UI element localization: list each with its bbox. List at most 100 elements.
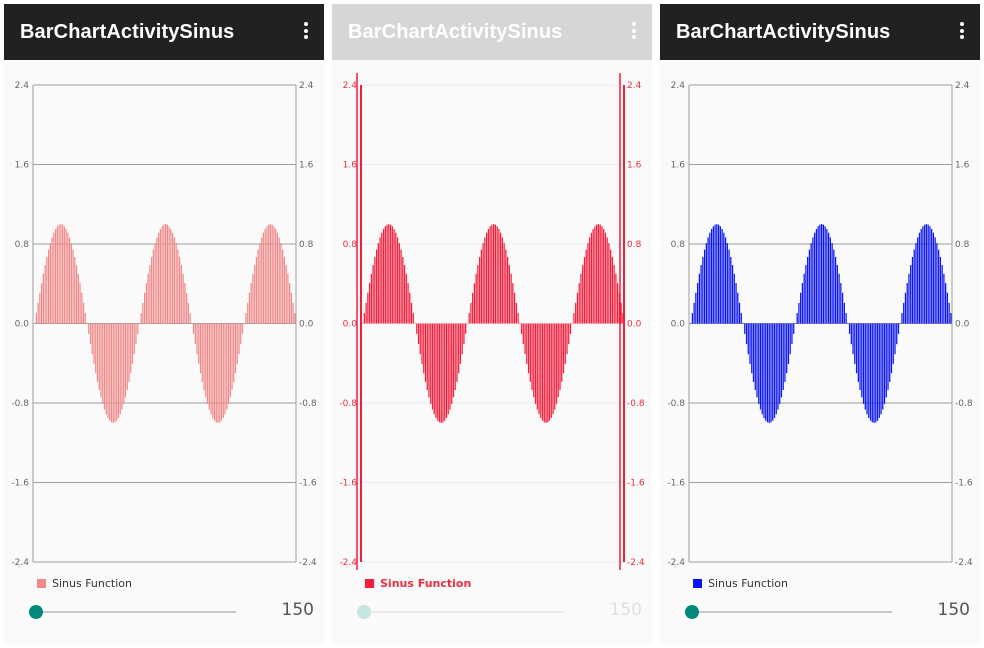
bar[interactable] <box>459 323 462 364</box>
bar[interactable] <box>918 232 921 324</box>
bar[interactable] <box>294 313 296 324</box>
bar[interactable] <box>273 226 275 324</box>
bar[interactable] <box>389 224 392 324</box>
bar[interactable] <box>248 292 251 324</box>
bar[interactable] <box>93 323 95 364</box>
bar[interactable] <box>943 273 945 324</box>
slider-track[interactable] <box>364 611 564 613</box>
bar[interactable] <box>116 323 118 421</box>
bar[interactable] <box>766 323 769 423</box>
bar[interactable] <box>950 313 952 324</box>
bar[interactable] <box>889 323 891 382</box>
bar[interactable] <box>70 243 72 324</box>
bar[interactable] <box>690 323 692 325</box>
bar[interactable] <box>431 323 434 410</box>
bar[interactable] <box>182 273 184 324</box>
bar[interactable] <box>247 302 249 324</box>
bar-count-slider[interactable] <box>682 602 892 622</box>
bar[interactable] <box>149 265 151 324</box>
bar[interactable] <box>158 232 160 324</box>
bar[interactable] <box>219 323 221 423</box>
bar[interactable] <box>794 323 797 325</box>
bar[interactable] <box>922 226 924 324</box>
bar[interactable] <box>580 273 582 324</box>
bar[interactable] <box>128 323 130 382</box>
bar[interactable] <box>513 292 516 324</box>
bar[interactable] <box>857 323 859 382</box>
bar[interactable] <box>754 323 756 390</box>
bar[interactable] <box>787 323 790 364</box>
bar[interactable] <box>375 249 378 324</box>
bar[interactable] <box>456 323 458 382</box>
bar[interactable] <box>238 323 240 355</box>
bar[interactable] <box>119 323 121 415</box>
bar[interactable] <box>403 265 406 324</box>
bar[interactable] <box>575 302 577 324</box>
bar[interactable] <box>850 323 852 345</box>
bar[interactable] <box>445 323 448 419</box>
bar[interactable] <box>603 228 605 324</box>
bar[interactable] <box>135 323 137 345</box>
bar-chart[interactable]: 2.4 2.4 1.6 1.6 0.8 0.8 0.0 0.0 -0.8 -0.8 -1.6 -1.6… <box>4 60 324 580</box>
bar[interactable] <box>426 323 428 390</box>
bar[interactable] <box>257 249 259 324</box>
bar[interactable] <box>398 243 400 324</box>
bar[interactable] <box>768 323 770 423</box>
bar[interactable] <box>519 323 521 325</box>
bar[interactable] <box>731 265 734 324</box>
bar[interactable] <box>472 292 474 324</box>
bar[interactable] <box>208 323 210 410</box>
bar[interactable] <box>35 313 38 324</box>
bar[interactable] <box>259 243 261 324</box>
bar[interactable] <box>501 237 503 324</box>
bar[interactable] <box>913 249 915 324</box>
bar[interactable] <box>737 292 739 324</box>
bar[interactable] <box>526 323 528 364</box>
bar[interactable] <box>873 323 875 423</box>
bar[interactable] <box>428 323 430 398</box>
bar[interactable] <box>365 302 367 324</box>
bar[interactable] <box>410 302 413 324</box>
bar[interactable] <box>81 292 83 324</box>
more-vert-icon[interactable] <box>954 22 970 42</box>
bar[interactable] <box>72 249 74 324</box>
bar[interactable] <box>475 273 477 324</box>
bar[interactable] <box>112 323 114 423</box>
bar-count-slider[interactable] <box>354 602 564 622</box>
bar[interactable] <box>749 323 751 364</box>
bar[interactable] <box>454 323 456 390</box>
bar[interactable] <box>126 323 128 390</box>
bar[interactable] <box>576 292 579 324</box>
bar[interactable] <box>449 323 451 410</box>
bar[interactable] <box>938 249 940 324</box>
bar[interactable] <box>887 323 889 390</box>
bar[interactable] <box>184 283 186 324</box>
bar[interactable] <box>46 257 48 324</box>
bar[interactable] <box>693 302 695 324</box>
bar[interactable] <box>700 265 702 324</box>
bar[interactable] <box>276 232 279 324</box>
bar[interactable] <box>505 249 507 324</box>
bar[interactable] <box>578 283 580 324</box>
bar[interactable] <box>901 313 903 324</box>
bar[interactable] <box>854 323 856 364</box>
bar[interactable] <box>777 323 779 410</box>
bar[interactable] <box>42 273 44 324</box>
bar[interactable] <box>468 313 470 324</box>
bar[interactable] <box>121 323 123 410</box>
bar[interactable] <box>780 323 783 398</box>
bar[interactable] <box>82 302 85 324</box>
bar[interactable] <box>791 323 793 345</box>
bar[interactable] <box>934 237 936 324</box>
bar[interactable] <box>437 323 439 421</box>
bar[interactable] <box>555 323 558 404</box>
bar[interactable] <box>430 323 432 404</box>
bar[interactable] <box>283 257 286 324</box>
bar[interactable] <box>192 323 195 334</box>
bar[interactable] <box>382 228 385 324</box>
bar[interactable] <box>379 237 381 324</box>
bar[interactable] <box>229 323 231 398</box>
bar[interactable] <box>39 292 41 324</box>
bar[interactable] <box>878 323 880 419</box>
bar[interactable] <box>435 323 437 419</box>
